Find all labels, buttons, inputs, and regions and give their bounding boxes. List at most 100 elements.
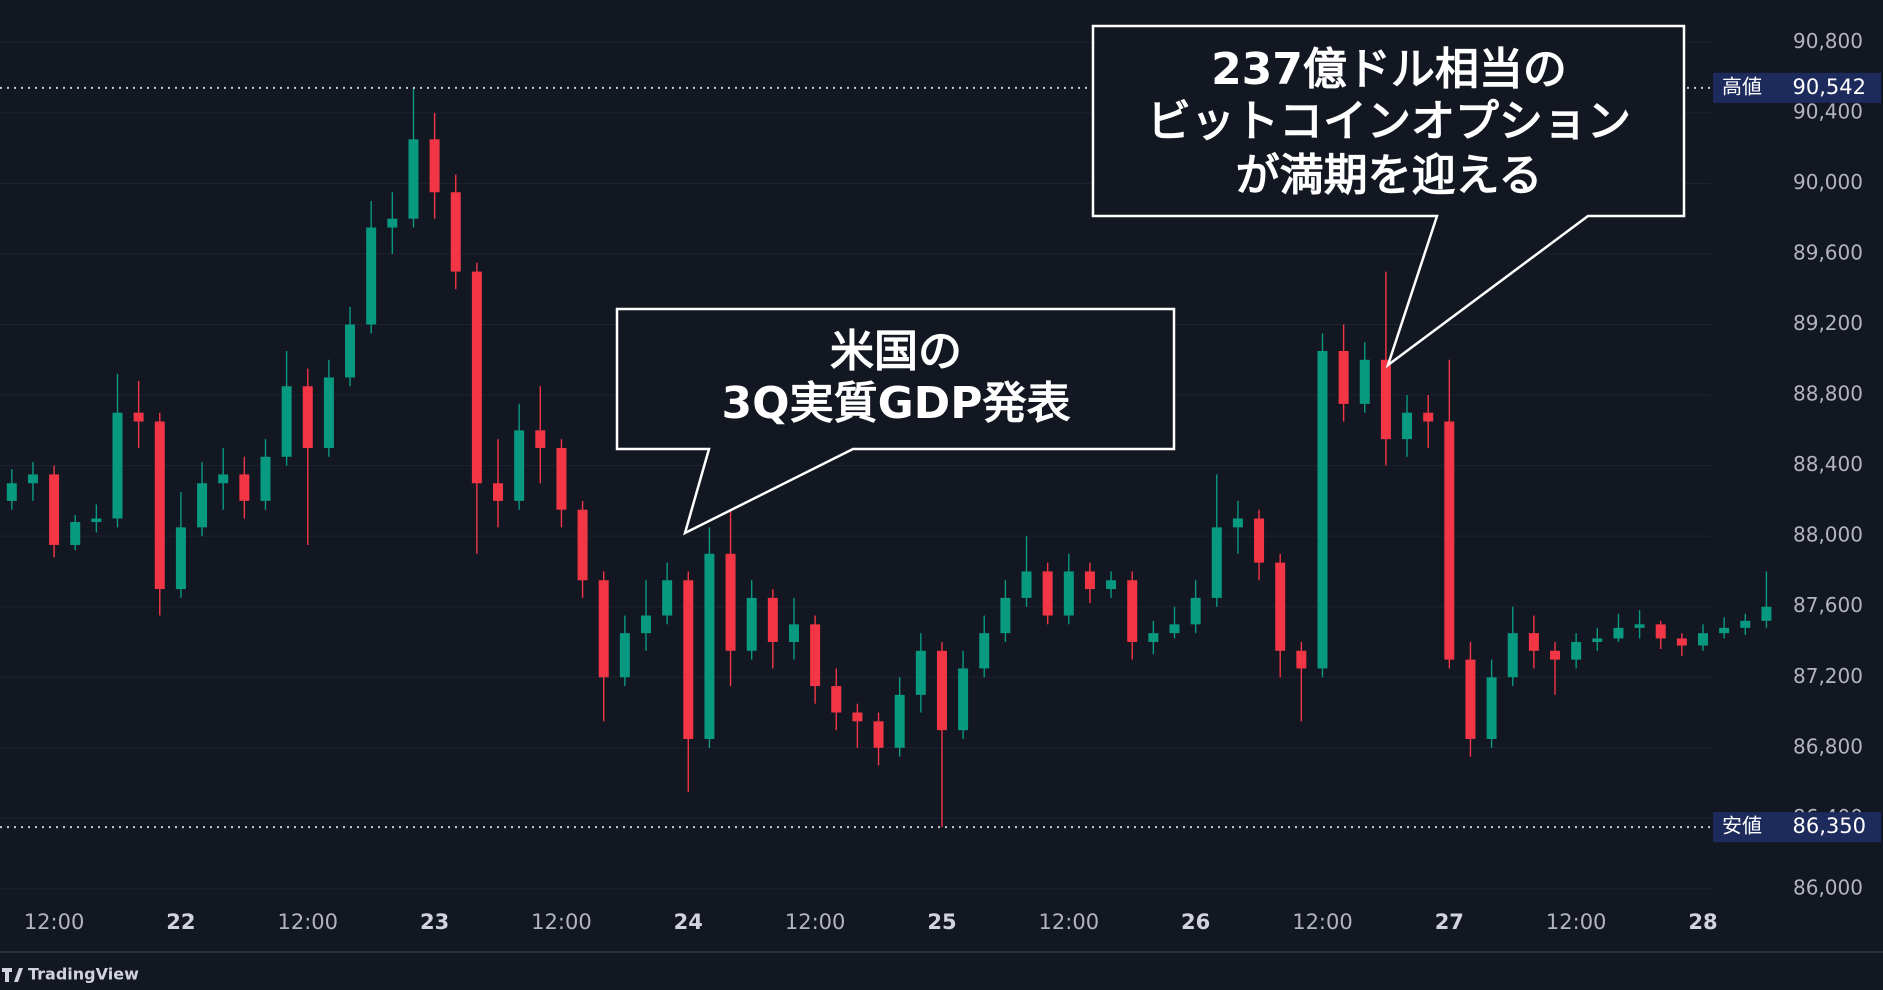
candle-body: [1380, 359, 1391, 440]
y-tick-label: 89,200: [1793, 311, 1863, 335]
candle-body: [1106, 580, 1117, 590]
candle-body: [1444, 421, 1455, 660]
candle-body: [619, 633, 630, 678]
candle-body: [112, 412, 123, 519]
marker-name: 安値: [1722, 814, 1762, 838]
candle-body: [556, 447, 567, 510]
candle-body: [323, 377, 334, 448]
candle-body: [1507, 633, 1518, 678]
candle-body: [239, 474, 250, 501]
marker-box: [1713, 72, 1881, 103]
candle-body: [894, 694, 905, 748]
candle-body: [1042, 571, 1053, 616]
candle-body: [197, 483, 208, 528]
candle-body: [1084, 571, 1095, 590]
candle-body: [1359, 359, 1370, 404]
candle-body: [746, 597, 757, 651]
candle-body: [175, 527, 186, 590]
candle-body: [852, 712, 863, 722]
candle-body: [662, 580, 673, 616]
candle-body: [1719, 627, 1730, 634]
candle-body: [450, 192, 461, 272]
y-tick-label: 90,800: [1793, 29, 1863, 53]
y-tick-label: 88,000: [1793, 523, 1863, 547]
watermark-logo: [2, 968, 23, 982]
callout-box: [1091, 24, 1686, 369]
candle-body: [133, 412, 144, 422]
candle-body: [683, 580, 694, 739]
candle-body: [1740, 620, 1751, 628]
candle-body: [91, 518, 102, 523]
candle-body: [1317, 350, 1328, 669]
candle-body: [1698, 633, 1708, 646]
x-tick-label: 12:00: [785, 910, 846, 934]
x-tick-label: 12:00: [1546, 910, 1607, 934]
callout-text: 米国の: [830, 326, 962, 377]
candle-body: [936, 650, 947, 731]
candle-body: [1148, 633, 1159, 642]
candle-body: [514, 430, 525, 501]
candle-body: [1423, 412, 1434, 422]
candle-body: [366, 227, 377, 325]
callout-text: 237億ドル相当の: [1211, 44, 1567, 95]
candle-body: [704, 553, 715, 739]
candle-body: [1550, 650, 1561, 660]
y-tick-label: 89,600: [1793, 240, 1863, 264]
candle-body: [1169, 624, 1180, 634]
candle-body: [979, 633, 990, 669]
candle-body: [1613, 627, 1624, 639]
candle-body: [1676, 638, 1687, 646]
candle-body: [154, 421, 165, 590]
x-tick-label: 24: [674, 910, 703, 934]
y-tick-label: 86,000: [1793, 875, 1863, 899]
candle-body: [1634, 624, 1645, 628]
candle-body: [1338, 350, 1349, 404]
candle-body: [6, 483, 17, 501]
callout-box: [615, 307, 1176, 536]
candle-body: [1063, 571, 1074, 616]
x-tick-label: 25: [927, 910, 956, 934]
marker-label: 86,350: [1793, 814, 1866, 838]
y-tick-label: 88,400: [1793, 452, 1863, 476]
candle-body: [958, 668, 969, 731]
candle-body: [641, 615, 651, 634]
candle-body: [260, 456, 271, 501]
candle-body: [1571, 641, 1582, 660]
x-tick-label: 12:00: [1039, 910, 1100, 934]
candle-body: [49, 474, 60, 545]
candle-body: [429, 139, 440, 193]
watermark: TradingView: [28, 965, 139, 984]
candle-body: [1190, 597, 1201, 625]
y-tick-label: 87,600: [1793, 593, 1863, 617]
candle-body: [493, 483, 504, 501]
candle-body: [1402, 412, 1413, 440]
x-tick-label: 27: [1435, 910, 1464, 934]
x-tick-label: 12:00: [277, 910, 338, 934]
marker-label: 90,542: [1793, 75, 1866, 99]
candle-body: [1127, 580, 1138, 642]
candle-body: [810, 624, 821, 687]
candle-body: [27, 474, 38, 484]
candle-body: [1655, 624, 1666, 639]
candle-body: [281, 386, 292, 457]
candle-body: [535, 430, 546, 448]
marker-name: 高値: [1722, 74, 1762, 98]
y-tick-label: 90,400: [1793, 99, 1863, 123]
candle-body: [577, 509, 588, 581]
candle-body: [1254, 518, 1265, 563]
callout-text: ビットコインオプション: [1147, 96, 1631, 147]
callout-text: 3Q実質GDP発表: [722, 378, 1071, 429]
candle-body: [1465, 659, 1476, 739]
y-tick-label: 90,000: [1793, 170, 1863, 194]
candle-body: [767, 597, 778, 642]
x-tick-label: 22: [166, 910, 195, 934]
candle-body: [915, 650, 926, 695]
candle-body: [70, 522, 81, 545]
candle-body: [1232, 518, 1243, 528]
y-tick-label: 88,800: [1793, 382, 1863, 406]
candle-body: [1528, 633, 1539, 651]
candle-body: [1592, 638, 1603, 642]
y-tick-label: 87,200: [1793, 664, 1863, 688]
